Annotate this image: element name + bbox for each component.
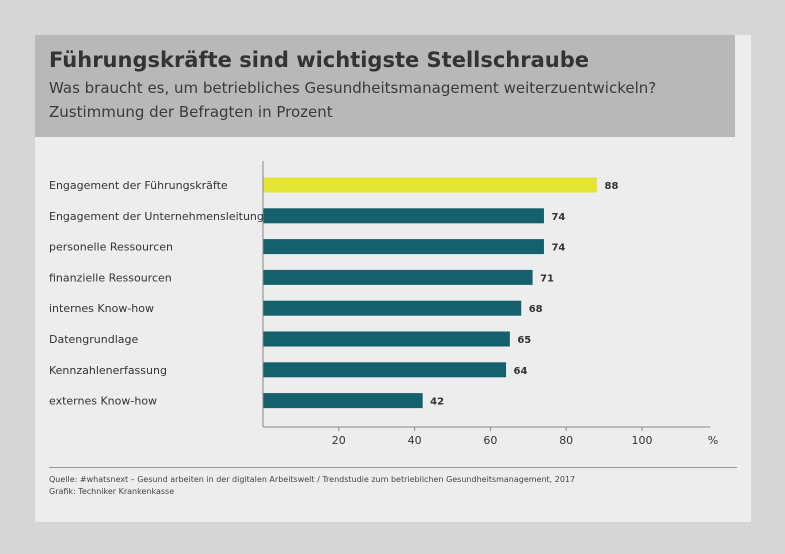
bar bbox=[263, 177, 598, 193]
value-label: 71 bbox=[540, 273, 554, 284]
chart-subtitle-unit: Zustimmung der Befragten in Prozent bbox=[49, 103, 333, 121]
x-tick-label: 80 bbox=[559, 434, 573, 447]
bar bbox=[263, 331, 510, 347]
credit-note: Grafik: Techniker Krankenkasse bbox=[49, 487, 175, 496]
value-label: 65 bbox=[517, 335, 531, 346]
value-label: 74 bbox=[551, 212, 565, 223]
chart-title: Führungskräfte sind wichtigste Stellschr… bbox=[49, 48, 590, 72]
bar bbox=[263, 239, 544, 255]
category-label: Kennzahlenerfassung bbox=[49, 364, 167, 377]
bar bbox=[263, 362, 507, 378]
category-label: Engagement der Unternehmensleitung bbox=[49, 210, 264, 223]
bar bbox=[263, 208, 544, 224]
category-label: finanzielle Ressourcen bbox=[49, 271, 172, 284]
category-label: internes Know-how bbox=[49, 302, 154, 315]
x-unit-label: % bbox=[708, 434, 718, 447]
category-label: Engagement der Führungskräfte bbox=[49, 179, 228, 192]
source-note: Quelle: #whatsnext – Gesund arbeiten in … bbox=[49, 475, 576, 484]
bar-chart: Engagement der Führungskräfte 88 Engagemen… bbox=[49, 161, 718, 447]
chart-header: Führungskräfte sind wichtigste Stellschr… bbox=[35, 35, 735, 137]
x-tick-label: 100 bbox=[632, 434, 653, 447]
footer-divider bbox=[49, 467, 737, 468]
bar bbox=[263, 393, 423, 409]
chart-subtitle: Was braucht es, um betriebliches Gesundh… bbox=[49, 79, 657, 97]
value-label: 88 bbox=[605, 181, 619, 192]
bar bbox=[263, 269, 533, 285]
category-label: Datengrundlage bbox=[49, 333, 138, 346]
x-tick-label: 40 bbox=[408, 434, 422, 447]
value-label: 42 bbox=[430, 397, 444, 408]
chart-card: Führungskräfte sind wichtigste Stellschr… bbox=[35, 35, 751, 522]
value-label: 68 bbox=[529, 304, 543, 315]
value-label: 74 bbox=[551, 243, 565, 254]
category-label: personelle Ressourcen bbox=[49, 241, 173, 254]
x-tick-label: 60 bbox=[483, 434, 497, 447]
x-tick-label: 20 bbox=[332, 434, 346, 447]
bar bbox=[263, 300, 522, 316]
value-label: 64 bbox=[514, 366, 528, 377]
category-label: externes Know-how bbox=[49, 395, 157, 408]
